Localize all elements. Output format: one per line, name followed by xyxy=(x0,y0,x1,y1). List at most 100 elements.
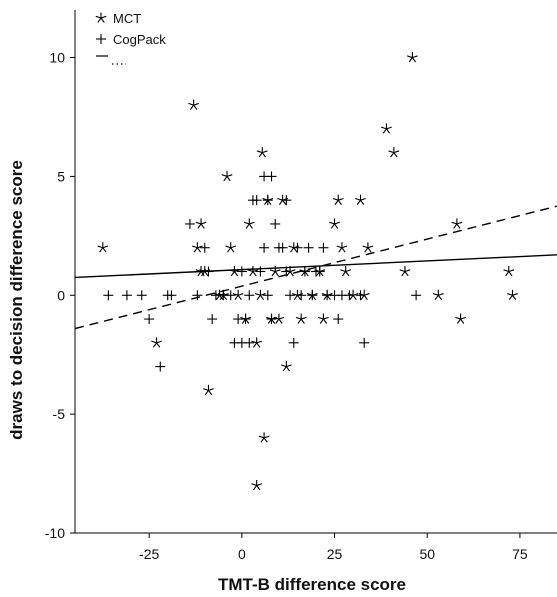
x-tick-label: 50 xyxy=(419,546,435,562)
point-cogpack xyxy=(236,266,247,277)
y-tick-label: -10 xyxy=(45,525,65,541)
y-tick-label: -5 xyxy=(53,406,66,422)
point-mct xyxy=(251,337,263,348)
point-cogpack xyxy=(192,290,203,301)
point-mct xyxy=(151,337,162,348)
point-cogpack xyxy=(103,290,114,301)
y-tick-label: 5 xyxy=(57,168,65,184)
point-mct xyxy=(225,242,237,253)
legend-marker-mct xyxy=(95,12,107,23)
point-mct xyxy=(247,266,259,277)
point-cogpack xyxy=(299,266,310,277)
point-cogpack xyxy=(344,290,355,301)
point-cogpack xyxy=(281,195,292,206)
point-mct xyxy=(503,266,515,277)
point-mct xyxy=(295,313,307,324)
point-mct xyxy=(203,384,214,396)
point-mct xyxy=(258,432,270,443)
point-mct xyxy=(332,194,344,205)
point-cogpack xyxy=(255,266,266,277)
point-mct xyxy=(507,289,518,301)
point-mct xyxy=(232,289,244,301)
point-cogpack xyxy=(303,242,314,253)
point-mct xyxy=(254,289,266,301)
point-mct xyxy=(229,266,240,277)
point-mct xyxy=(318,313,329,324)
point-cogpack xyxy=(199,242,210,253)
point-cogpack xyxy=(411,290,422,301)
point-cogpack xyxy=(244,337,255,348)
point-mct xyxy=(362,242,374,253)
point-cogpack xyxy=(155,361,166,372)
legend-star-icon xyxy=(95,12,107,23)
point-cogpack xyxy=(259,242,270,253)
y-axis-title: draws to decision difference score xyxy=(7,160,26,440)
point-mct xyxy=(256,147,268,158)
point-cogpack xyxy=(144,314,155,325)
x-tick-label: 75 xyxy=(512,546,528,562)
point-cogpack xyxy=(355,290,366,301)
point-cogpack xyxy=(203,266,214,277)
y-tick-label: 10 xyxy=(49,50,65,66)
legend-plus-icon xyxy=(96,34,106,44)
point-cogpack xyxy=(225,290,236,301)
point-mct xyxy=(221,170,233,182)
point-cogpack xyxy=(281,266,292,277)
point-mct xyxy=(406,52,418,63)
point-cogpack xyxy=(244,290,255,301)
point-cogpack xyxy=(296,290,307,301)
point-cogpack xyxy=(333,314,344,325)
point-cogpack xyxy=(266,314,277,325)
point-mct xyxy=(355,194,366,205)
point-mct xyxy=(273,313,285,324)
point-mct xyxy=(243,218,255,229)
point-mct xyxy=(388,147,400,158)
point-mct xyxy=(269,266,281,277)
point-cogpack xyxy=(292,242,303,253)
point-cogpack xyxy=(285,290,296,301)
point-cogpack xyxy=(207,314,218,325)
point-cogpack xyxy=(270,218,281,229)
x-axis-title: TMT-B difference score xyxy=(218,575,406,594)
point-mct xyxy=(191,242,203,253)
point-mct xyxy=(381,123,392,134)
fit-line-mct xyxy=(74,254,557,279)
point-mct xyxy=(340,266,352,277)
axes: -25 0 25 50 75 -10 -5 0 5 10 xyxy=(45,10,557,562)
point-cogpack xyxy=(288,337,299,348)
x-tick-label: 25 xyxy=(327,546,343,562)
x-tick-label: 0 xyxy=(238,546,246,562)
point-cogpack xyxy=(307,290,318,301)
point-cogpack xyxy=(277,242,288,253)
point-cogpack xyxy=(262,290,273,301)
y-tick-label: 0 xyxy=(57,287,65,303)
point-cogpack xyxy=(184,218,195,229)
legend: MCT CogPack xyxy=(95,11,166,65)
point-cogpack xyxy=(251,195,262,206)
legend-marker-cogpack xyxy=(96,34,106,44)
point-cogpack xyxy=(266,171,277,182)
point-mct xyxy=(451,218,463,229)
point-mct xyxy=(455,313,467,324)
point-mct xyxy=(97,242,109,253)
point-cogpack xyxy=(121,290,132,301)
legend-label-mct: MCT xyxy=(113,11,141,26)
legend-label-cogpack: CogPack xyxy=(113,32,166,47)
point-mct xyxy=(399,266,411,277)
point-cogpack xyxy=(262,195,273,206)
point-mct xyxy=(195,218,207,229)
point-cogpack xyxy=(314,266,325,277)
point-cogpack xyxy=(318,242,329,253)
point-mct xyxy=(336,242,348,253)
point-mct xyxy=(251,479,263,491)
point-cogpack xyxy=(240,314,251,325)
point-cogpack xyxy=(136,290,147,301)
x-tick-label: -25 xyxy=(139,546,159,562)
point-cogpack xyxy=(359,337,370,348)
point-cogpack xyxy=(166,290,177,301)
point-mct xyxy=(329,218,340,229)
data-points xyxy=(97,52,518,491)
point-mct xyxy=(188,99,200,110)
point-mct xyxy=(432,289,444,301)
